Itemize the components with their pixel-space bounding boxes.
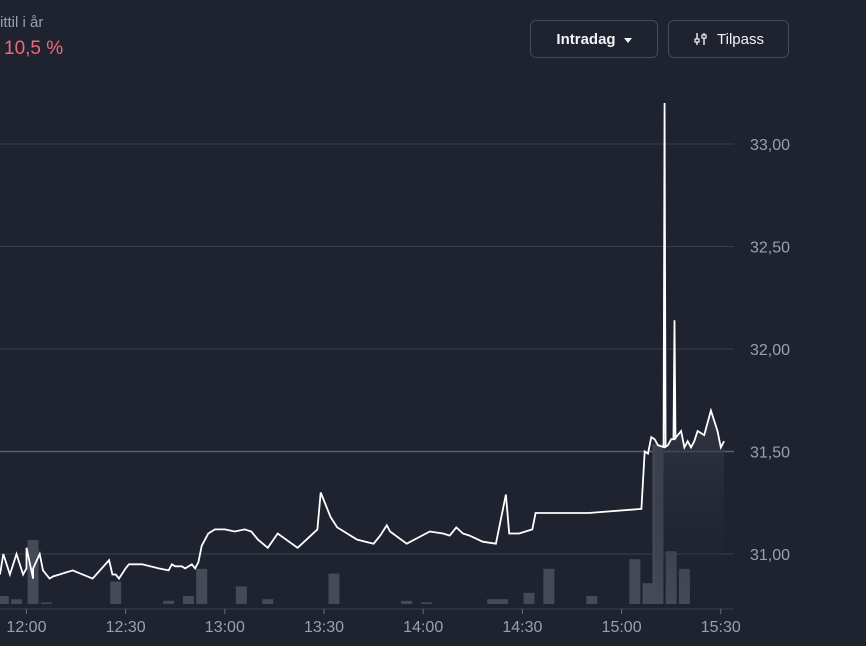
customize-button[interactable]: Tilpass [668,20,789,58]
volume-bar [11,599,23,604]
volume-bar [163,600,175,604]
ytd-label: ittil i år [0,14,44,31]
range-dropdown-label: Intradag [556,30,616,48]
ytd-value: 10,5 % [4,38,64,59]
customize-label: Tilpass [717,30,764,48]
y-tick-label: 31,50 [750,445,790,462]
volume-bar [543,568,555,604]
volume-bar [629,559,641,604]
y-tick-label: 33,00 [750,137,790,154]
price-line-group [0,102,725,581]
y-tick-label: 31,00 [750,547,790,564]
volume-bar [523,592,535,604]
volume-bar [487,599,499,604]
price-spike [662,102,667,448]
x-tick-label: 14:00 [403,619,443,636]
x-axis-ticks: 12:00 12:30 13:00 13:30 14:00 14:30 15:00 15:30 [0,608,741,636]
volume-bar [642,583,654,604]
sliders-icon [693,31,709,47]
range-dropdown-button[interactable]: Intradag [530,20,658,58]
x-tick-label: 12:30 [106,619,146,636]
x-tick-label: 12:00 [6,619,46,636]
volume-bar [182,596,194,604]
volume-bar [421,602,433,604]
volume-bars [0,444,690,604]
volume-bar [40,602,52,604]
chevron-down-icon [623,37,632,43]
y-tick-label: 32,00 [750,342,790,359]
volume-bar [328,573,340,604]
y-axis-ticks: 33,00 32,50 32,00 31,50 31,00 [750,137,790,564]
grid-lines [0,143,734,555]
price-spike [672,320,677,440]
x-tick-label: 15:30 [701,619,741,636]
price-area-fill [654,410,725,604]
volume-bar [262,599,274,604]
volume-bar [401,600,413,604]
x-tick-label: 13:30 [304,619,344,636]
y-tick-label: 32,50 [750,240,790,257]
volume-bar [586,596,598,604]
x-tick-label: 15:00 [602,619,642,636]
volume-bar [0,596,9,604]
volume-bar [497,599,509,604]
volume-bar [196,568,208,604]
x-tick-label: 14:30 [502,619,542,636]
volume-bar [110,581,122,604]
volume-bar [235,586,247,604]
price-area [654,410,725,604]
x-tick-label: 13:00 [205,619,245,636]
price-line [0,407,725,581]
